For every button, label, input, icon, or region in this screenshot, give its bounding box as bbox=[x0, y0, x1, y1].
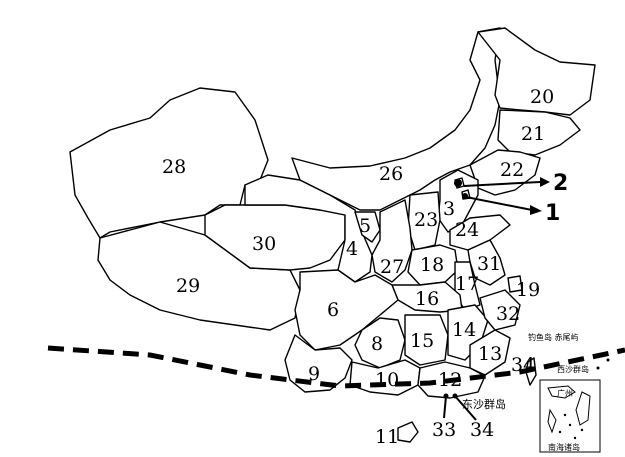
label-xisha: 西沙群岛 bbox=[557, 364, 589, 374]
label-30: 31 bbox=[477, 253, 501, 275]
label-dongsha: 东沙群岛 bbox=[462, 397, 506, 411]
label-10: 10 bbox=[375, 369, 399, 391]
province-6-shape bbox=[294, 269, 399, 351]
province-31-shape bbox=[479, 289, 521, 331]
callout-arrows bbox=[454, 177, 550, 215]
province-shapes bbox=[69, 27, 596, 443]
label-21: 21 bbox=[521, 123, 545, 145]
label-31: 32 bbox=[496, 303, 520, 325]
province-15-shape bbox=[404, 314, 449, 366]
province-19-shape bbox=[507, 275, 523, 293]
label-33: 33 bbox=[432, 419, 456, 441]
label-8: 8 bbox=[371, 333, 383, 355]
label-17: 17 bbox=[455, 273, 479, 295]
label-3: 3 bbox=[443, 198, 455, 220]
label-12: 12 bbox=[438, 369, 462, 391]
label-16: 16 bbox=[415, 288, 439, 310]
pointer-33 bbox=[443, 395, 447, 419]
label-guangzhou: 广州 bbox=[557, 388, 573, 398]
province-9-shape bbox=[284, 334, 353, 393]
province-5-shape bbox=[354, 211, 381, 243]
province-8-shape bbox=[354, 317, 406, 369]
label-4: 4 bbox=[346, 238, 358, 260]
label-5: 5 bbox=[359, 215, 371, 237]
label-9: 9 bbox=[308, 363, 320, 385]
label-23: 23 bbox=[414, 209, 438, 231]
province-24-shape bbox=[449, 214, 511, 251]
province-20-shape bbox=[477, 27, 596, 116]
label-14: 14 bbox=[452, 319, 476, 341]
label-32: 34 bbox=[511, 354, 535, 376]
province-labels: 28 29 30 4 5 26 20 21 22 3 23 24 27 18 3… bbox=[162, 86, 568, 448]
label-34: 34 bbox=[470, 419, 494, 441]
province-18-shape bbox=[407, 244, 459, 286]
label-2: 2 bbox=[553, 171, 568, 196]
pointer-34 bbox=[454, 395, 477, 421]
province-21-shape bbox=[497, 109, 581, 156]
label-24: 24 bbox=[455, 219, 479, 241]
label-22: 22 bbox=[500, 159, 524, 181]
south-china-sea-inset-icon: 广州 西沙群岛 南海诸岛 bbox=[539, 364, 601, 453]
label-1: 1 bbox=[545, 201, 560, 226]
label-6: 6 bbox=[327, 299, 339, 321]
label-19: 19 bbox=[516, 279, 540, 301]
label-28: 29 bbox=[176, 275, 200, 297]
label-nanhai: 南海诸岛 bbox=[548, 442, 580, 452]
label-13: 13 bbox=[478, 343, 502, 365]
label-27: 28 bbox=[162, 156, 186, 178]
label-20: 20 bbox=[530, 86, 554, 108]
province-26-shape bbox=[371, 199, 413, 283]
label-26: 27 bbox=[380, 256, 404, 278]
label-11: 11 bbox=[375, 426, 399, 448]
label-25: 26 bbox=[379, 163, 403, 185]
label-15: 15 bbox=[410, 330, 434, 352]
label-29: 30 bbox=[252, 233, 276, 255]
label-18: 18 bbox=[420, 254, 444, 276]
province-11-shape bbox=[397, 421, 419, 443]
dashed-boundary-line bbox=[47, 345, 625, 389]
label-diaoyu: 钓鱼岛 赤尾屿 bbox=[528, 332, 579, 342]
